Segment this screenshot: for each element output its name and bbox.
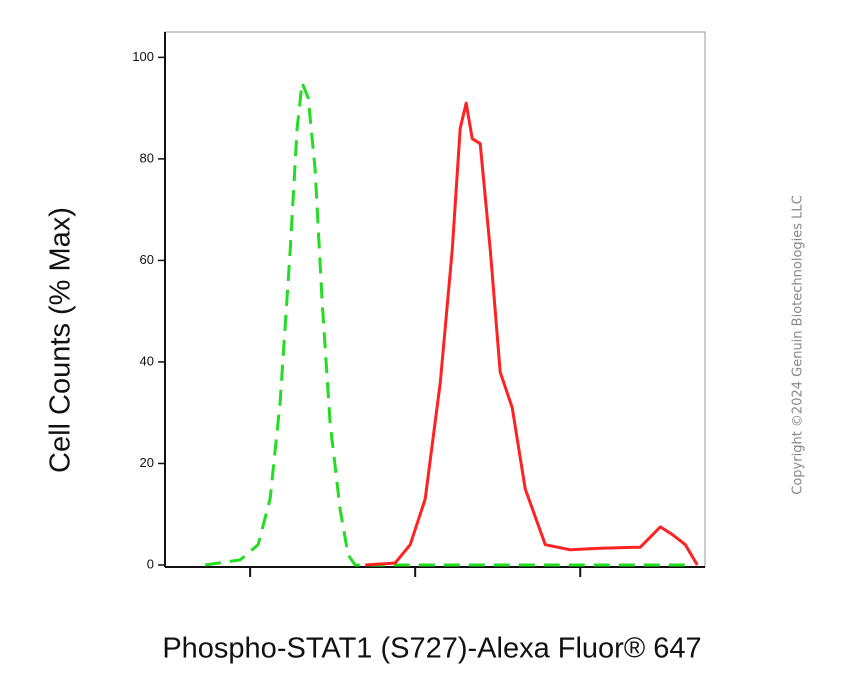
y-tick-label: 0 bbox=[147, 556, 154, 571]
y-tick-label: 80 bbox=[140, 150, 154, 165]
x-axis-label: Phospho-STAT1 (S727)-Alexa Fluor® 647 bbox=[162, 633, 701, 665]
copyright: Copyright ©2024 Genuin Biotechnologies L… bbox=[791, 195, 806, 494]
y-axis-label: Cell Counts (% Max) bbox=[45, 207, 77, 473]
y-tick-label: 40 bbox=[140, 353, 154, 368]
y-tick-label: 20 bbox=[140, 455, 154, 470]
histogram-line bbox=[204, 81, 691, 567]
histogram-line bbox=[365, 101, 699, 567]
y-tick-label: 60 bbox=[140, 252, 154, 267]
plot-frame bbox=[164, 31, 706, 568]
y-tick-label: 100 bbox=[132, 49, 154, 64]
